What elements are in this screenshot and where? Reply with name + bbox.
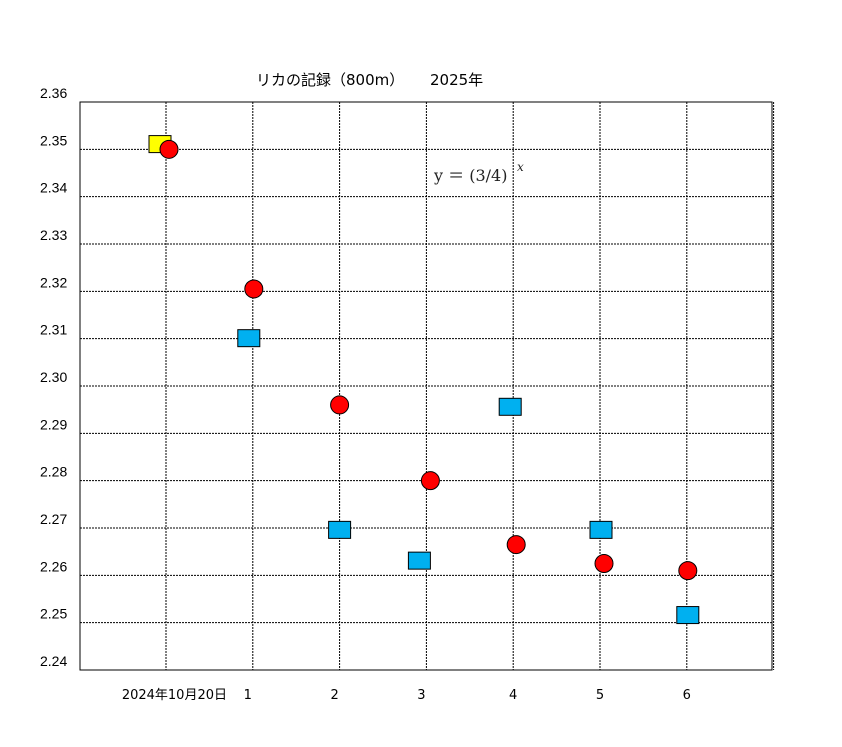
- y-tick-label: 2.33: [40, 227, 67, 243]
- y-tick-label: 2.30: [40, 369, 67, 385]
- data-point-square: [407, 551, 431, 570]
- data-point-square: [676, 606, 700, 625]
- y-tick-label: 2.31: [40, 322, 67, 338]
- formula-exponent: x: [517, 160, 524, 174]
- data-point-circle: [678, 561, 698, 581]
- data-point-circle: [506, 535, 526, 555]
- x-tick-label: 1: [244, 688, 252, 703]
- y-tick-label: 2.34: [40, 180, 67, 196]
- data-point-circle: [244, 279, 264, 299]
- y-tick-label: 2.35: [40, 132, 67, 148]
- y-tick-label: 2.32: [40, 274, 67, 290]
- y-tick-label: 2.29: [40, 416, 67, 432]
- plot-area-border: [79, 101, 773, 671]
- y-tick-label: 2.27: [40, 511, 67, 527]
- formula-annotation: y ＝ (3/4) x: [433, 160, 524, 185]
- x-tick-label: 5: [596, 688, 604, 703]
- data-point-circle: [594, 554, 614, 573]
- y-tick-label: 2.25: [40, 606, 67, 622]
- data-point-square: [237, 329, 261, 348]
- x-tick-label: 4: [509, 688, 517, 703]
- x-tick-label: 3: [417, 688, 425, 703]
- y-tick-label: 2.24: [40, 653, 67, 669]
- y-axis-ticks: 2.36 2.35 2.34 2.33 2.32 2.31 2.30 2.29 2.28 2.27…: [40, 85, 67, 669]
- data-point-square: [328, 520, 352, 539]
- data-point-circle: [159, 139, 179, 159]
- x-tick-label: 6: [683, 688, 691, 703]
- grid: [80, 102, 775, 670]
- data-point-square: [498, 397, 522, 416]
- x-tick-label: 2: [330, 688, 338, 703]
- x-tick-label: 2024年10月20日: [122, 688, 227, 703]
- x-axis-ticks: 2024年10月20日 1 2 3 4 5 6: [122, 688, 691, 703]
- y-tick-label: 2.36: [40, 85, 67, 101]
- chart-title: リカの記録（800m）: [256, 71, 404, 89]
- y-tick-label: 2.26: [40, 558, 67, 574]
- formula-base: y ＝ (3/4): [433, 166, 507, 185]
- series-squares: [148, 135, 700, 625]
- data-point-circle: [330, 395, 350, 415]
- data-point-square: [589, 520, 613, 539]
- chart-year-label: 2025年: [430, 71, 483, 89]
- y-tick-label: 2.28: [40, 464, 67, 480]
- data-point-circle: [420, 471, 440, 491]
- series-circles: [159, 139, 698, 581]
